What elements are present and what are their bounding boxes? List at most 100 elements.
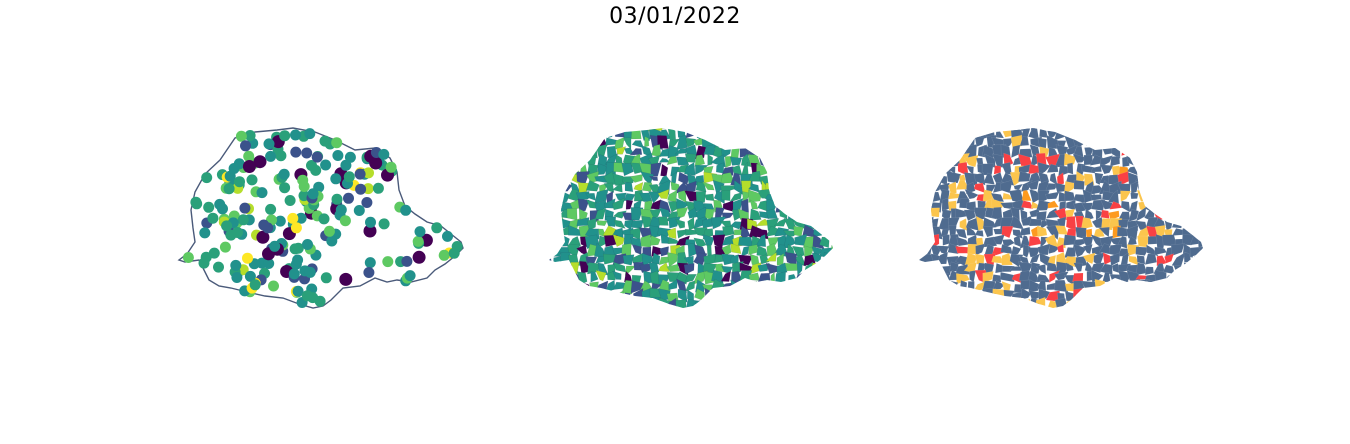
municipality-cell bbox=[931, 288, 941, 297]
municipality-cell bbox=[550, 227, 560, 238]
municipality-cell bbox=[568, 126, 578, 139]
municipality-cell bbox=[804, 128, 814, 138]
municipality-cell bbox=[776, 198, 788, 212]
municipality-cell bbox=[1002, 306, 1013, 319]
municipality-cell bbox=[1181, 271, 1191, 283]
municipality-cell bbox=[1000, 272, 1014, 282]
municipality-point bbox=[312, 152, 323, 163]
municipality-cell bbox=[931, 120, 942, 128]
municipality-cell bbox=[822, 154, 834, 168]
municipality-cell bbox=[928, 284, 940, 293]
municipality-cell bbox=[1037, 226, 1047, 237]
municipality-cell bbox=[543, 190, 553, 203]
municipality-cell bbox=[1090, 195, 1101, 201]
municipality-cell bbox=[1111, 120, 1118, 129]
municipality-cell bbox=[966, 292, 977, 301]
municipality-cell bbox=[571, 289, 582, 300]
municipality-cell bbox=[776, 308, 786, 318]
municipality-point bbox=[332, 194, 343, 205]
municipality-cell bbox=[617, 117, 626, 131]
municipality-cell bbox=[829, 289, 840, 302]
municipality-cell bbox=[1147, 121, 1158, 131]
municipality-cell bbox=[542, 136, 555, 148]
municipality-cell bbox=[595, 128, 607, 140]
municipality-cell bbox=[776, 191, 789, 199]
municipality-cell bbox=[831, 199, 842, 213]
municipality-cell bbox=[919, 230, 932, 240]
municipality-cell bbox=[661, 164, 668, 176]
municipality-cell bbox=[704, 194, 714, 201]
point-map-panel bbox=[165, 110, 485, 330]
municipality-cell bbox=[943, 235, 950, 246]
municipality-cell bbox=[977, 310, 988, 320]
municipality-cell bbox=[1038, 119, 1048, 128]
municipality-cell bbox=[1189, 190, 1203, 202]
municipality-cell bbox=[1172, 171, 1182, 184]
municipality-cell bbox=[542, 228, 552, 237]
municipality-point bbox=[442, 231, 453, 242]
municipality-cell bbox=[812, 129, 824, 140]
municipality-cell bbox=[795, 144, 806, 159]
municipality-cell bbox=[1189, 154, 1198, 168]
municipality-cell bbox=[1055, 122, 1068, 129]
municipality-cell bbox=[1100, 300, 1114, 311]
municipality-cell bbox=[811, 297, 822, 310]
municipality-cell bbox=[929, 157, 942, 166]
municipality-cell bbox=[1147, 289, 1158, 302]
municipality-point bbox=[378, 149, 389, 160]
municipality-point bbox=[243, 160, 256, 173]
municipality-cell bbox=[720, 308, 732, 318]
municipality-cell bbox=[914, 236, 925, 249]
municipality-point bbox=[355, 184, 366, 195]
municipality-cell bbox=[605, 217, 616, 227]
municipality-cell bbox=[975, 231, 983, 237]
municipality-cell bbox=[776, 135, 786, 147]
viridis-choropleth-map bbox=[535, 110, 855, 330]
municipality-cell bbox=[921, 308, 931, 318]
municipality-cell bbox=[1101, 136, 1114, 147]
municipality-cell bbox=[1010, 310, 1024, 320]
municipality-cell bbox=[677, 308, 689, 320]
municipality-cell bbox=[937, 175, 947, 185]
municipality-cell bbox=[569, 309, 580, 320]
municipality-cell bbox=[974, 120, 985, 131]
municipality-cell bbox=[1135, 154, 1147, 165]
municipality-point bbox=[324, 226, 335, 237]
municipality-point bbox=[386, 162, 397, 173]
municipality-cell bbox=[823, 184, 834, 193]
municipality-cell bbox=[553, 118, 563, 130]
municipality-cell bbox=[911, 226, 923, 239]
municipality-cell bbox=[810, 282, 824, 292]
municipality-cell bbox=[930, 208, 940, 217]
municipality-cell bbox=[1082, 291, 1094, 302]
municipality-cell bbox=[748, 121, 762, 129]
municipality-cell bbox=[688, 217, 695, 230]
municipality-cell bbox=[811, 271, 824, 285]
municipality-cell bbox=[733, 136, 743, 149]
municipality-cell bbox=[830, 139, 839, 148]
municipality-cell bbox=[794, 226, 804, 236]
municipality-cell bbox=[1145, 254, 1157, 265]
municipality-cell bbox=[1165, 189, 1176, 201]
municipality-cell bbox=[1001, 244, 1013, 254]
municipality-cell bbox=[820, 146, 834, 158]
municipality-cell bbox=[560, 182, 572, 192]
municipality-cell bbox=[1194, 297, 1203, 308]
municipality-cell bbox=[822, 227, 831, 238]
municipality-point bbox=[203, 202, 214, 213]
municipality-cell bbox=[804, 146, 812, 158]
municipality-point bbox=[401, 256, 412, 267]
municipality-cell bbox=[796, 297, 805, 308]
municipality-cell bbox=[932, 137, 943, 149]
municipality-cell bbox=[1162, 209, 1172, 219]
municipality-cell bbox=[920, 209, 932, 219]
municipality-cell bbox=[1163, 199, 1172, 211]
municipality-cell bbox=[561, 272, 569, 281]
municipality-cell bbox=[1048, 201, 1059, 208]
municipality-cell bbox=[823, 222, 833, 227]
municipality-cell bbox=[550, 307, 562, 319]
municipality-cell bbox=[712, 290, 726, 298]
municipality-point bbox=[225, 171, 236, 182]
municipality-point bbox=[304, 128, 315, 139]
municipality-cell bbox=[581, 144, 590, 154]
